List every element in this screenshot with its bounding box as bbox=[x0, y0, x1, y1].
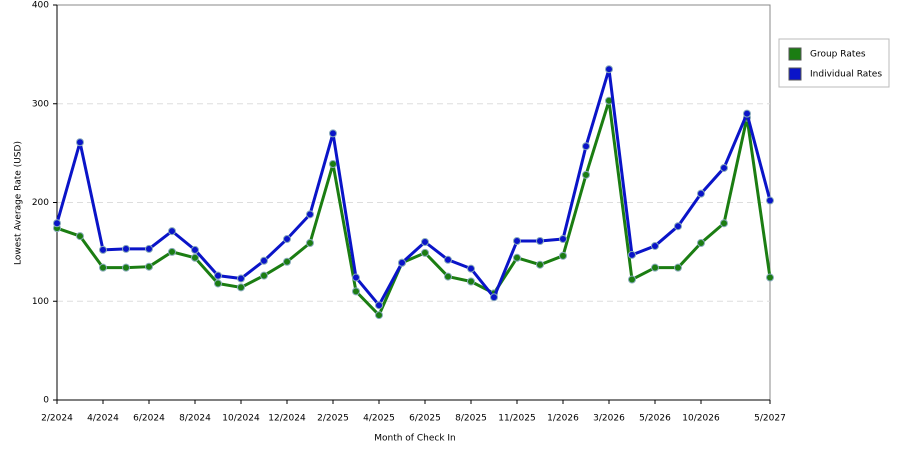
x-tick-label: 11/2025 bbox=[498, 414, 535, 424]
point-marker bbox=[444, 255, 452, 264]
point-marker bbox=[99, 245, 107, 254]
point-marker bbox=[352, 287, 360, 296]
plot-frame bbox=[56, 4, 771, 401]
x-tick-label: 3/2026 bbox=[593, 414, 625, 424]
x-tick-label: 6/2025 bbox=[409, 414, 441, 424]
point-marker bbox=[283, 235, 291, 244]
point-marker bbox=[651, 263, 659, 272]
x-tick-label: 1/2026 bbox=[547, 414, 579, 424]
point-marker bbox=[559, 251, 567, 260]
point-marker bbox=[697, 189, 705, 198]
point-marker bbox=[628, 275, 636, 284]
point-marker bbox=[53, 219, 61, 228]
point-marker bbox=[421, 238, 429, 246]
legend-swatch bbox=[788, 67, 802, 81]
point-marker bbox=[237, 274, 245, 283]
y-tick-label: 200 bbox=[32, 198, 49, 208]
point-marker bbox=[237, 283, 245, 292]
point-marker bbox=[743, 109, 751, 118]
point-marker bbox=[490, 293, 498, 302]
x-tick-label: 2/2024 bbox=[41, 414, 73, 424]
point-marker bbox=[76, 138, 84, 147]
y-tick-label: 0 bbox=[43, 396, 49, 406]
point-marker bbox=[628, 250, 636, 259]
point-marker bbox=[168, 247, 176, 256]
point-marker bbox=[306, 210, 314, 219]
point-marker bbox=[674, 263, 682, 272]
point-marker bbox=[375, 301, 383, 310]
point-marker bbox=[352, 273, 360, 282]
point-marker bbox=[467, 277, 475, 286]
point-marker bbox=[421, 248, 429, 257]
point-marker bbox=[513, 237, 521, 246]
point-marker bbox=[145, 262, 153, 271]
x-tick-label: 5/2027 bbox=[754, 414, 786, 424]
point-marker bbox=[283, 257, 291, 266]
legend-label: Individual Rates bbox=[810, 70, 882, 80]
point-marker bbox=[122, 244, 130, 253]
x-tick-label: 4/2024 bbox=[87, 414, 119, 424]
point-marker bbox=[214, 279, 222, 288]
x-axis-label: Month of Check In bbox=[374, 434, 456, 444]
x-tick-label: 12/2024 bbox=[268, 414, 306, 424]
point-marker bbox=[766, 196, 774, 205]
point-marker bbox=[513, 253, 521, 262]
point-marker bbox=[306, 238, 314, 247]
legend-label: Group Rates bbox=[810, 50, 866, 60]
point-marker bbox=[99, 263, 107, 272]
point-marker bbox=[674, 222, 682, 231]
point-marker bbox=[720, 163, 728, 172]
x-tick-label: 6/2024 bbox=[133, 414, 165, 424]
point-marker bbox=[766, 273, 774, 282]
x-tick-label: 10/2024 bbox=[222, 414, 260, 424]
point-marker bbox=[191, 253, 199, 262]
y-tick-label: 300 bbox=[32, 99, 49, 109]
point-marker bbox=[375, 311, 383, 320]
point-marker bbox=[398, 258, 406, 267]
x-tick-label: 4/2025 bbox=[363, 414, 395, 424]
point-marker bbox=[214, 271, 222, 280]
point-marker bbox=[191, 245, 199, 254]
x-tick-label: 5/2026 bbox=[639, 414, 671, 424]
point-marker bbox=[329, 129, 337, 138]
point-marker bbox=[605, 65, 613, 74]
point-marker bbox=[145, 244, 153, 253]
point-marker bbox=[536, 237, 544, 246]
series-line bbox=[56, 99, 772, 317]
point-marker bbox=[260, 256, 268, 265]
y-tick-label: 400 bbox=[32, 1, 49, 11]
point-marker bbox=[582, 142, 590, 151]
x-tick-label: 2/2025 bbox=[317, 414, 349, 424]
point-marker bbox=[697, 238, 705, 247]
point-marker bbox=[168, 227, 176, 236]
point-marker bbox=[651, 241, 659, 250]
point-marker bbox=[122, 263, 130, 272]
point-marker bbox=[260, 271, 268, 280]
point-marker bbox=[444, 272, 452, 281]
y-axis-label: Lowest Average Rate (USD) bbox=[14, 141, 24, 265]
x-tick-label: 10/2026 bbox=[682, 414, 720, 424]
point-marker bbox=[582, 170, 590, 179]
x-tick-label: 8/2025 bbox=[455, 414, 487, 424]
point-marker bbox=[559, 235, 567, 244]
point-marker bbox=[467, 264, 475, 273]
legend-swatch bbox=[788, 47, 802, 61]
x-tick-label: 8/2024 bbox=[179, 414, 211, 424]
point-marker bbox=[536, 260, 544, 269]
point-marker bbox=[720, 219, 728, 228]
point-marker bbox=[76, 232, 84, 241]
series-line bbox=[55, 67, 772, 307]
y-tick-label: 100 bbox=[32, 297, 49, 307]
point-marker bbox=[329, 159, 337, 168]
